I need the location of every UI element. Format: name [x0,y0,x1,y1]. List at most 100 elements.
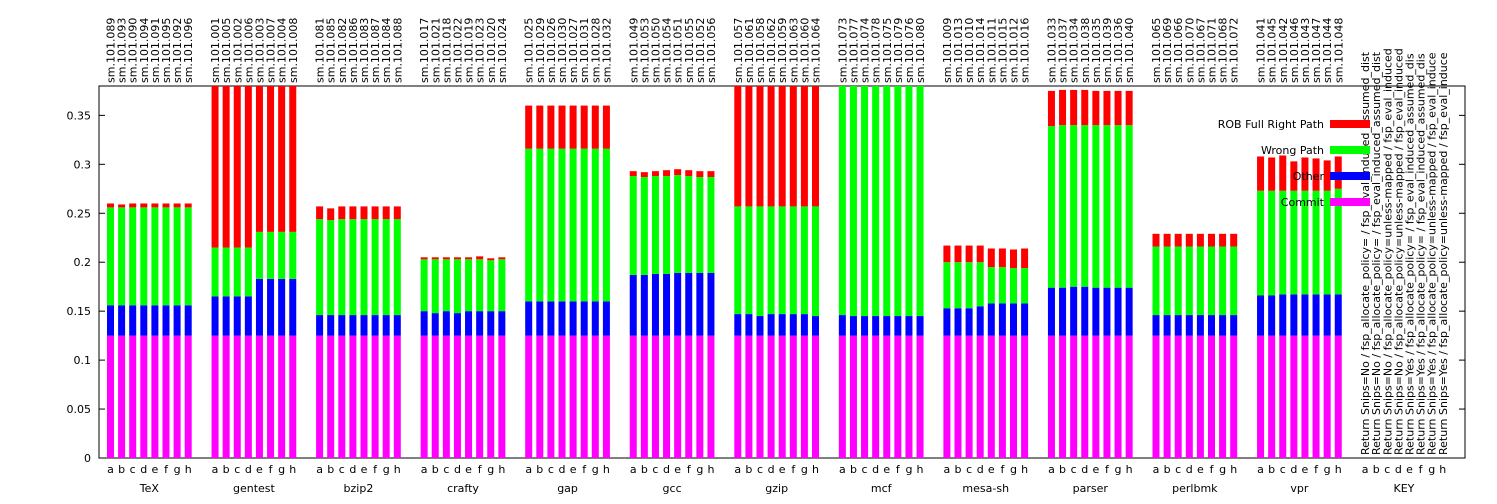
rob-full-segment-gzip-g [800,86,808,207]
bar-letter-label: h [1230,463,1237,476]
rob-full-segment-bzip2-e [360,206,368,220]
rob-full-segment-gcc-g [696,171,704,178]
other-segment-TeX-c [129,305,137,336]
bar-letter-label: b [536,463,543,476]
commit-segment-gentest-b [222,335,230,458]
rob-full-segment-vpr-d [1290,161,1298,191]
commit-segment-mesa-sh-g [1010,335,1017,458]
run-label: sm.101.026 [545,18,558,83]
run-label: sm.101.086 [347,18,360,83]
rob-full-segment-perlbmk-h [1230,233,1238,247]
bar-letter-label: d [1395,463,1402,476]
wrong-path-segment-crafty-g [487,260,495,312]
y-tick-label: 0.05 [67,403,92,416]
wrong-path-segment-bzip2-c [338,219,346,316]
run-label: sm.101.039 [1101,18,1114,83]
commit-segment-gcc-a [629,335,637,458]
rob-full-segment-gap-d [558,105,566,149]
run-label: sm.101.092 [171,18,184,83]
commit-segment-crafty-g [487,335,495,458]
bar-letter-label: c [339,463,345,476]
run-label: sm.101.084 [380,18,393,83]
run-label: sm.101.001 [209,18,222,83]
other-segment-gap-e [569,301,577,336]
wrong-path-segment-mesa-sh-d [976,262,984,307]
run-label: sm.101.034 [1068,18,1081,83]
rob-full-segment-gap-b [536,105,544,149]
run-label: sm.101.070 [1183,18,1196,83]
other-segment-mesa-sh-g [1010,303,1017,336]
other-segment-bzip2-d [349,315,357,336]
run-label: sm.101.014 [974,18,987,83]
bar-letter-label: e [152,463,159,476]
commit-segment-perlbmk-b [1163,335,1171,458]
bar-letter-label: c [1071,463,1077,476]
run-label: sm.101.050 [649,18,662,83]
run-label: sm.101.082 [336,18,349,83]
bar-letter-label: b [327,463,334,476]
wrong-path-segment-parser-f [1103,125,1111,288]
rob-full-segment-mesa-sh-e [987,248,995,268]
commit-segment-TeX-c [129,335,137,458]
rob-full-segment-gzip-c [756,86,764,207]
bar-letter-label: e [1092,463,1099,476]
other-segment-vpr-e [1301,294,1309,336]
commit-segment-gap-f [580,335,588,458]
commit-segment-gzip-h [812,335,819,458]
group-label: parser [1073,482,1109,495]
other-segment-TeX-h [184,305,192,336]
run-label: sm.101.004 [276,18,289,83]
commit-segment-crafty-d [453,335,461,458]
rob-full-segment-parser-f [1103,90,1111,126]
other-segment-mcf-b [849,316,857,336]
commit-segment-parser-f [1103,335,1111,458]
other-segment-perlbmk-e [1196,315,1204,336]
rob-full-segment-parser-c [1070,89,1078,126]
run-label: sm.101.053 [638,18,651,83]
bar-letter-label: c [757,463,763,476]
wrong-path-segment-perlbmk-a [1152,246,1160,316]
run-label: sm.101.013 [952,18,965,83]
commit-segment-bzip2-c [338,335,346,458]
bar-letter-label: h [394,463,401,476]
commit-segment-vpr-b [1268,335,1276,458]
run-label: sm.101.065 [1150,18,1163,83]
bar-letter-label: c [862,463,868,476]
run-label: sm.101.087 [369,18,382,83]
commit-segment-TeX-h [184,335,192,458]
wrong-path-segment-perlbmk-d [1185,246,1193,316]
commit-segment-TeX-g [173,335,181,458]
other-segment-perlbmk-h [1230,315,1238,336]
commit-segment-bzip2-d [349,335,357,458]
bar-letter-label: c [130,463,136,476]
other-segment-gentest-h [289,278,297,336]
run-label: sm.101.063 [787,18,800,83]
commit-segment-vpr-g [1323,335,1331,458]
other-segment-gzip-d [767,314,775,336]
other-segment-gcc-h [707,272,715,336]
wrong-path-segment-perlbmk-f [1208,246,1215,316]
commit-segment-gcc-g [696,335,704,458]
legend-swatch-commit [1330,198,1370,206]
y-tick-label: 0.2 [74,256,92,269]
commit-segment-perlbmk-h [1230,335,1238,458]
wrong-path-segment-gap-c [547,148,555,302]
wrong-path-segment-bzip2-b [327,220,335,316]
bar-letter-label: b [1268,463,1275,476]
other-segment-TeX-f [162,305,170,336]
key-entry-label: Return Snips=No / fsp_allocate_policy=un… [1381,48,1394,455]
run-label: sm.101.007 [265,18,278,83]
commit-segment-gzip-b [745,335,753,458]
run-label: sm.101.009 [941,18,954,83]
rob-full-segment-gentest-c [233,86,241,248]
wrong-path-segment-TeX-f [162,207,170,306]
run-label: sm.101.077 [847,18,860,83]
wrong-path-segment-bzip2-h [393,219,401,316]
wrong-path-segment-bzip2-f [371,219,379,316]
rob-full-segment-mesa-sh-a [943,245,951,263]
run-label: sm.101.073 [836,18,849,83]
other-segment-vpr-b [1268,295,1276,336]
run-label: sm.101.089 [105,18,118,83]
wrong-path-segment-gcc-c [651,176,659,274]
commit-segment-gcc-d [663,335,671,458]
